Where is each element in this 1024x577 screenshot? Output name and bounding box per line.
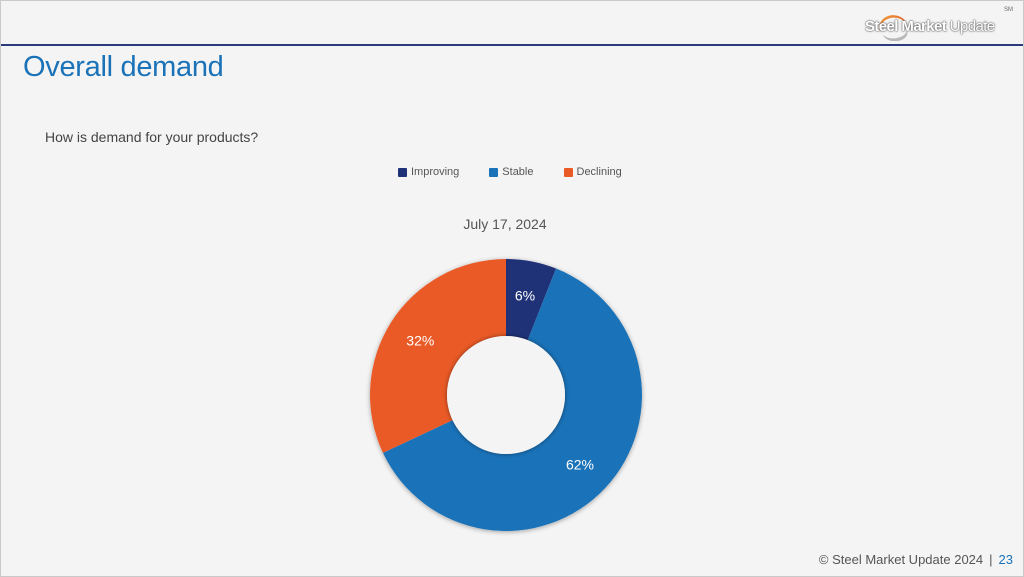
legend-swatch-stable bbox=[489, 167, 499, 177]
donut-slices bbox=[370, 259, 642, 531]
page-title: Overall demand bbox=[23, 51, 224, 83]
donut-data-labels: 6% 62% 32% bbox=[406, 287, 594, 472]
steel-market-update-logo: Steel Market Update SM bbox=[863, 7, 1013, 43]
footer-separator: | bbox=[989, 552, 993, 567]
donut-slice-stable bbox=[382, 268, 642, 531]
header-rule bbox=[1, 44, 1023, 46]
donut-slice-improving bbox=[506, 259, 557, 341]
donut-slice-declining bbox=[370, 259, 506, 453]
page-number: 23 bbox=[998, 552, 1013, 567]
data-label-declining: 32% bbox=[406, 333, 434, 349]
legend-item-stable: Stable bbox=[489, 166, 534, 178]
legend-label-declining: Declining bbox=[576, 166, 622, 178]
legend-swatch-improving bbox=[398, 167, 407, 177]
slide-footer: © Steel Market Update 2024 | 23 bbox=[819, 552, 1013, 567]
donut-hole-fill bbox=[448, 337, 564, 453]
legend-label-improving: Improving bbox=[411, 166, 460, 178]
legend-item-declining: Declining bbox=[563, 166, 622, 178]
chart-subtitle: July 17, 2024 bbox=[463, 216, 547, 232]
data-label-stable: 62% bbox=[566, 456, 594, 472]
data-label-improving: 6% bbox=[515, 287, 535, 303]
logo-mark: SM bbox=[1004, 7, 1013, 13]
chart-legend: Improving Stable Declining bbox=[398, 166, 622, 178]
logo-swoosh-icon bbox=[879, 15, 908, 41]
survey-question: How is demand for your products? bbox=[45, 129, 259, 145]
footer-copyright: © Steel Market Update 2024 bbox=[818, 552, 984, 567]
logo-text-bold: Steel Market bbox=[865, 18, 947, 35]
logo-text: Steel Market Update bbox=[865, 18, 995, 35]
legend-label-stable: Stable bbox=[502, 166, 534, 178]
logo-text-light: Update bbox=[949, 18, 995, 35]
legend-item-improving: Improving bbox=[398, 166, 459, 178]
legend-swatch-declining bbox=[563, 167, 573, 177]
